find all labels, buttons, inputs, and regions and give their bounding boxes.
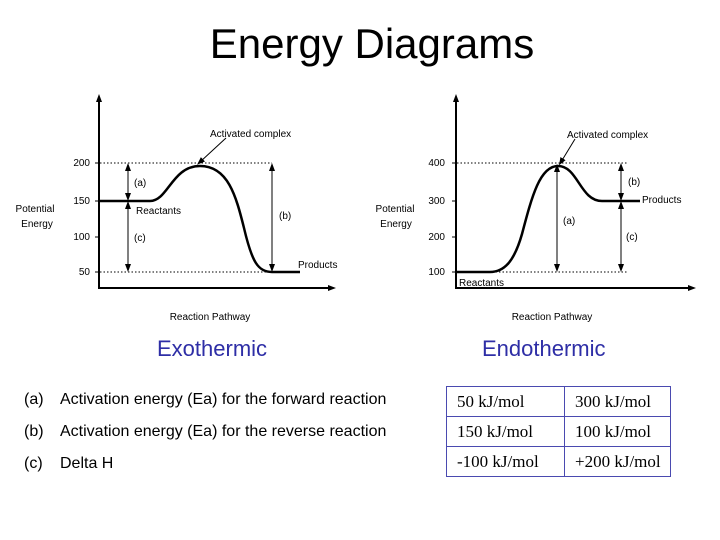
endo-value-cell: 300 kJ/mol	[564, 386, 671, 417]
endo-label-products: Products	[642, 195, 681, 206]
row-text: Activation energy (Ea) for the reverse r…	[60, 423, 387, 440]
endo-tick-label: 200	[428, 232, 445, 243]
endo-label-c: (c)	[626, 232, 638, 243]
row-text: Activation energy (Ea) for the forward r…	[60, 391, 387, 408]
endo-x-axis-label: Reaction Pathway	[512, 312, 593, 323]
exo-tick-label: 50	[79, 267, 91, 278]
endo-tick-label: 100	[428, 267, 445, 278]
endothermic-diagram: 400 300 200 100 Activated complex (b) Pr…	[376, 94, 696, 323]
energy-diagrams: 200 150 100 50 Activated complex (a) Rea…	[16, 94, 696, 323]
row-letter: (c)	[24, 455, 43, 472]
endo-label-b: (b)	[628, 177, 640, 188]
exo-energy-curve	[100, 164, 300, 274]
exo-x-axis-label: Reaction Pathway	[170, 312, 251, 323]
row-letter: (b)	[24, 423, 44, 440]
exo-label-activated-complex: Activated complex	[210, 129, 291, 140]
row-delta-h: (c) Delta H	[24, 455, 113, 473]
exothermic-caption: Exothermic	[157, 336, 268, 361]
row-forward-activation: (a) Activation energy (Ea) for the forwar…	[24, 391, 386, 409]
endo-label-a: (a)	[563, 216, 575, 227]
table-row: 150 kJ/mol 100 kJ/mol	[446, 416, 671, 447]
values-table: 50 kJ/mol 300 kJ/mol 150 kJ/mol 100 kJ/m…	[446, 386, 671, 477]
exo-pointer	[197, 137, 227, 165]
endo-label-activated-complex: Activated complex	[567, 130, 648, 141]
row-text: Delta H	[60, 455, 114, 472]
endo-y-axis-label: Energy	[380, 219, 412, 230]
table-row: -100 kJ/mol +200 kJ/mol	[446, 446, 671, 477]
endo-label-reactants: Reactants	[459, 278, 504, 289]
exo-value-cell: 150 kJ/mol	[446, 416, 565, 447]
exo-label-reactants: Reactants	[136, 206, 181, 217]
endothermic-caption: Endothermic	[482, 336, 606, 361]
exo-y-axis-label: Energy	[21, 219, 53, 230]
exo-y-axis-label: Potential	[16, 204, 55, 215]
exothermic-diagram: 200 150 100 50 Activated complex (a) Rea…	[16, 94, 337, 323]
exo-tick-label: 150	[73, 196, 90, 207]
row-letter: (a)	[24, 391, 44, 408]
endo-value-cell: +200 kJ/mol	[564, 446, 671, 477]
endo-value-cell: 100 kJ/mol	[564, 416, 671, 447]
table-row: 50 kJ/mol 300 kJ/mol	[446, 386, 671, 417]
exo-tick-label: 100	[73, 232, 90, 243]
endo-energy-curve	[457, 164, 640, 274]
row-reverse-activation: (b) Activation energy (Ea) for the revers…	[24, 423, 386, 441]
endo-y-axis-label: Potential	[376, 204, 415, 215]
endo-pointer	[558, 138, 576, 166]
exo-value-cell: 50 kJ/mol	[446, 386, 565, 417]
endo-tick-label: 300	[428, 196, 445, 207]
exo-label-a: (a)	[134, 178, 146, 189]
endo-tick-label: 400	[428, 158, 445, 169]
exo-tick-label: 200	[73, 158, 90, 169]
page-title: Energy Diagrams	[209, 20, 535, 67]
exo-value-cell: -100 kJ/mol	[446, 446, 565, 477]
exo-label-c: (c)	[134, 233, 146, 244]
exo-label-b: (b)	[279, 211, 291, 222]
exo-label-products: Products	[298, 260, 337, 271]
